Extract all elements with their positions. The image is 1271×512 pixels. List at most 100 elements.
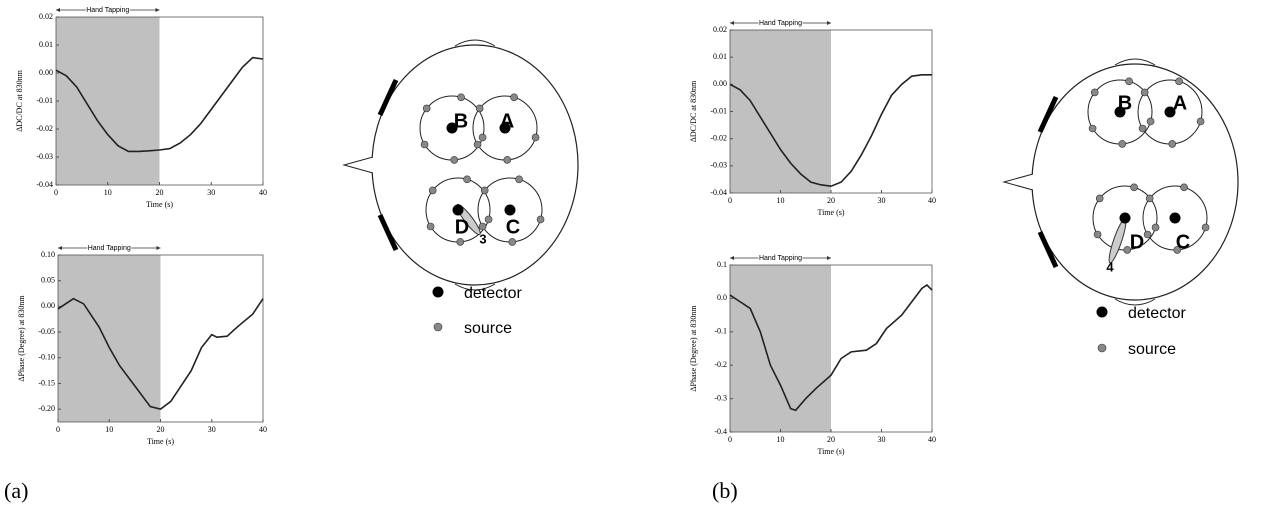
source-dot: [1196, 117, 1205, 126]
x-tick-label: 20: [157, 425, 165, 434]
annotation: Hand Tapping: [86, 7, 129, 14]
detector-dot: [1114, 106, 1126, 118]
data-line: [57, 297, 264, 411]
y-tick-label: 0.1: [717, 260, 727, 269]
legend-label: detector: [464, 285, 522, 302]
source-dot: [422, 104, 431, 113]
annotation-bg: [758, 18, 803, 28]
x-tick-label: 30: [878, 196, 886, 205]
y-tick-label: -0.2: [714, 360, 727, 369]
region-label: C: [1176, 231, 1190, 253]
y-tick-label: -0.01: [710, 106, 727, 115]
x-tick-label: 10: [104, 188, 112, 197]
y-tick-label: -0.4: [714, 427, 727, 436]
shaded-region: [56, 17, 160, 185]
y-tick-label: 0.02: [713, 25, 727, 34]
ear-bottom: [1114, 298, 1156, 306]
source-dot: [463, 175, 471, 184]
legend-detector: [1096, 306, 1108, 318]
x-tick-label: 30: [878, 435, 886, 444]
probe-pad: [377, 213, 399, 252]
y-tick-label: -0.04: [710, 188, 727, 197]
source-dot: [426, 222, 435, 231]
y-tick-label: 0.01: [39, 40, 53, 49]
y-tick-label: -0.02: [710, 133, 727, 142]
y-tick-label: -0.02: [36, 124, 53, 133]
x-tick-label: 20: [827, 196, 835, 205]
shaded-region: [730, 30, 831, 193]
y-tick-label: -0.03: [710, 161, 727, 170]
source-dot: [1145, 194, 1154, 203]
y-tick-label: 0.02: [39, 12, 53, 21]
source-dot: [1201, 223, 1210, 232]
source-dot: [473, 140, 482, 149]
x-tick-label: 40: [928, 196, 936, 205]
legend-label: source: [1128, 341, 1176, 358]
source-dot: [515, 175, 523, 184]
nose: [1002, 173, 1034, 191]
source-dot: [428, 186, 437, 195]
source-dot: [1095, 194, 1104, 203]
source-dot: [475, 104, 484, 113]
shaded-region: [730, 265, 831, 432]
y-tick-label: -0.05: [38, 327, 55, 336]
shaded-region: [58, 255, 161, 422]
detector-dot: [1164, 106, 1176, 118]
y-axis-label: ΔDC/DC at 830nm: [15, 69, 24, 131]
annotation-bg: [85, 5, 130, 15]
x-tick-label: 40: [259, 188, 267, 197]
legend-label: detector: [1128, 305, 1186, 322]
region-label: B: [454, 110, 468, 132]
source-dot: [457, 93, 465, 102]
source-dot: [1175, 77, 1183, 86]
x-tick-label: 30: [208, 425, 216, 434]
head: [1031, 63, 1239, 301]
x-axis-label: Time (s): [147, 437, 174, 446]
source-dot: [508, 238, 517, 246]
panel-label: (a): [4, 478, 28, 503]
source-dot: [536, 215, 545, 224]
source-dot: [456, 238, 465, 246]
y-tick-label: 0.0: [717, 293, 727, 302]
y-tick-label: 0.05: [41, 276, 55, 285]
source-dot: [1140, 88, 1149, 97]
y-axis-label: ΔPhase (Degree) at 830nm: [17, 295, 26, 382]
y-axis-label: ΔPhase (Degree) at 830nm: [689, 305, 698, 392]
source-dot: [510, 93, 518, 102]
y-tick-label: -0.04: [36, 180, 53, 189]
probe-pad: [1037, 95, 1059, 134]
data-line: [729, 74, 932, 188]
y-tick-label: -0.3: [714, 393, 727, 402]
source-dot: [1130, 183, 1138, 192]
x-tick-label: 30: [207, 188, 215, 197]
annotation-bg: [87, 243, 132, 253]
detector-dot: [504, 204, 516, 216]
source-dot: [450, 156, 459, 164]
nose: [342, 156, 374, 174]
source-dot: [1123, 246, 1132, 254]
source-dot: [1151, 223, 1160, 232]
channel-label: 4: [1106, 259, 1114, 274]
x-tick-label: 40: [259, 425, 267, 434]
x-tick-label: 0: [54, 188, 58, 197]
source-dot: [1118, 140, 1127, 148]
x-axis-label: Time (s): [817, 447, 844, 456]
annotation: Hand Tapping: [88, 245, 131, 252]
source-dot: [1093, 230, 1102, 239]
x-tick-label: 20: [827, 435, 835, 444]
region-label: A: [500, 110, 514, 132]
x-tick-label: 10: [777, 435, 785, 444]
source-dot: [478, 222, 487, 231]
detector-dot: [446, 122, 458, 134]
source-dot: [1138, 124, 1147, 133]
head: [371, 44, 579, 286]
y-axis-label: ΔDC/DC at 830nm: [689, 80, 698, 142]
probe-pad: [1037, 230, 1059, 269]
source-dot: [1168, 140, 1177, 148]
detector-dot: [499, 122, 511, 134]
y-tick-label: 0.10: [41, 250, 55, 259]
data-line: [729, 284, 933, 412]
ear-top: [454, 39, 496, 47]
x-tick-label: 10: [105, 425, 113, 434]
source-dot: [1180, 183, 1188, 192]
